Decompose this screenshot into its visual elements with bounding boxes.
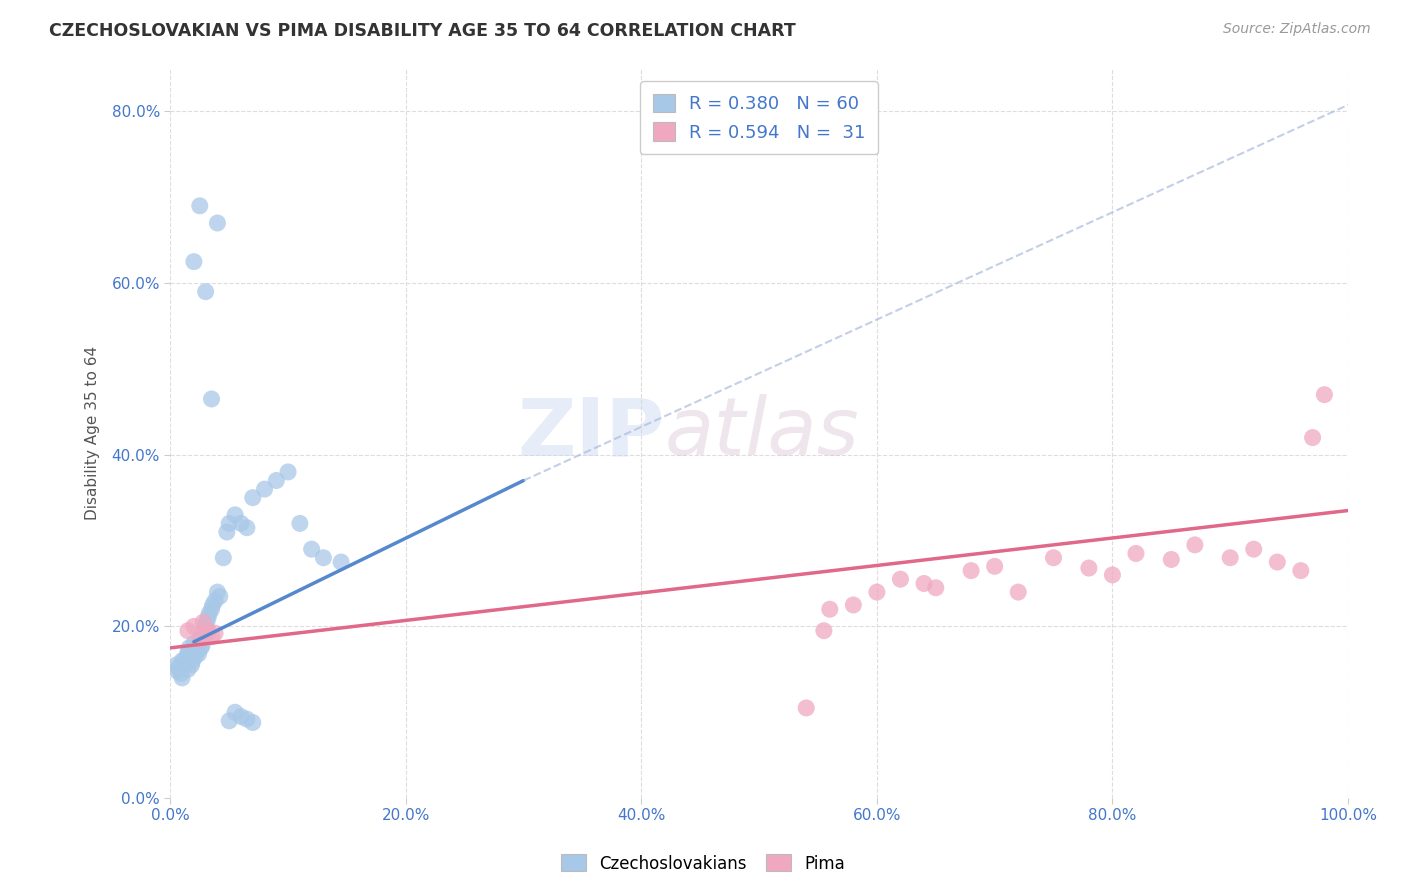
Point xyxy=(236,712,259,726)
Point xyxy=(242,491,264,505)
Point xyxy=(1007,585,1029,599)
Point xyxy=(186,645,208,659)
Point xyxy=(186,643,208,657)
Point xyxy=(224,508,246,522)
Point xyxy=(188,632,211,647)
Point xyxy=(912,576,935,591)
Point xyxy=(191,638,214,652)
Point xyxy=(172,656,194,670)
Point xyxy=(229,709,252,723)
Point xyxy=(179,640,201,655)
Text: ZIP: ZIP xyxy=(517,394,665,472)
Point xyxy=(201,598,224,612)
Legend: R = 0.380   N = 60, R = 0.594   N =  31: R = 0.380 N = 60, R = 0.594 N = 31 xyxy=(640,81,877,154)
Point xyxy=(194,628,217,642)
Point xyxy=(236,521,259,535)
Point xyxy=(169,662,191,676)
Point xyxy=(200,392,222,406)
Point xyxy=(1289,564,1312,578)
Point xyxy=(312,550,335,565)
Point xyxy=(207,216,229,230)
Point xyxy=(266,474,288,488)
Point xyxy=(200,602,222,616)
Point xyxy=(1265,555,1288,569)
Point xyxy=(842,598,865,612)
Point xyxy=(198,607,221,621)
Point xyxy=(172,671,194,685)
Point xyxy=(193,615,215,629)
Point xyxy=(983,559,1005,574)
Point xyxy=(1302,431,1324,445)
Point xyxy=(173,658,195,673)
Point xyxy=(818,602,841,616)
Point xyxy=(1219,550,1241,565)
Legend: Czechoslovakians, Pima: Czechoslovakians, Pima xyxy=(554,847,852,880)
Point xyxy=(212,550,235,565)
Point xyxy=(174,652,197,666)
Point xyxy=(180,658,202,673)
Point xyxy=(170,666,193,681)
Point xyxy=(197,611,219,625)
Point xyxy=(194,285,217,299)
Point xyxy=(277,465,299,479)
Point xyxy=(183,640,205,655)
Point xyxy=(1184,538,1206,552)
Point xyxy=(242,715,264,730)
Point xyxy=(184,649,207,664)
Point xyxy=(301,542,323,557)
Point xyxy=(1243,542,1265,557)
Point xyxy=(253,482,276,496)
Point xyxy=(188,199,211,213)
Point xyxy=(1042,550,1064,565)
Point xyxy=(183,619,205,633)
Point xyxy=(190,640,212,655)
Point xyxy=(167,660,190,674)
Point xyxy=(197,624,219,638)
Point xyxy=(165,658,187,673)
Point xyxy=(181,654,204,668)
Point xyxy=(195,615,218,629)
Point xyxy=(188,632,211,647)
Text: atlas: atlas xyxy=(665,394,859,472)
Point xyxy=(172,654,194,668)
Point xyxy=(200,630,222,644)
Point xyxy=(229,516,252,531)
Point xyxy=(925,581,948,595)
Point xyxy=(1125,546,1147,560)
Text: CZECHOSLOVAKIAN VS PIMA DISABILITY AGE 35 TO 64 CORRELATION CHART: CZECHOSLOVAKIAN VS PIMA DISABILITY AGE 3… xyxy=(49,22,796,40)
Point xyxy=(218,516,240,531)
Point xyxy=(208,590,231,604)
Point xyxy=(960,564,983,578)
Point xyxy=(866,585,889,599)
Point xyxy=(187,647,209,661)
Point xyxy=(183,636,205,650)
Point xyxy=(813,624,835,638)
Point xyxy=(176,649,198,664)
Point xyxy=(1160,552,1182,566)
Y-axis label: Disability Age 35 to 64: Disability Age 35 to 64 xyxy=(86,346,100,520)
Text: Source: ZipAtlas.com: Source: ZipAtlas.com xyxy=(1223,22,1371,37)
Point xyxy=(177,624,200,638)
Point xyxy=(889,572,911,586)
Point xyxy=(204,626,226,640)
Point xyxy=(177,645,200,659)
Point xyxy=(177,662,200,676)
Point xyxy=(183,254,205,268)
Point xyxy=(1313,387,1336,401)
Point xyxy=(204,593,226,607)
Point xyxy=(1077,561,1099,575)
Point xyxy=(794,701,817,715)
Point xyxy=(218,714,240,728)
Point xyxy=(224,705,246,719)
Point xyxy=(179,647,201,661)
Point xyxy=(207,585,229,599)
Point xyxy=(166,664,188,678)
Point xyxy=(330,555,353,569)
Point xyxy=(193,624,215,638)
Point xyxy=(1101,568,1123,582)
Point xyxy=(288,516,311,531)
Point xyxy=(194,619,217,633)
Point xyxy=(215,524,238,539)
